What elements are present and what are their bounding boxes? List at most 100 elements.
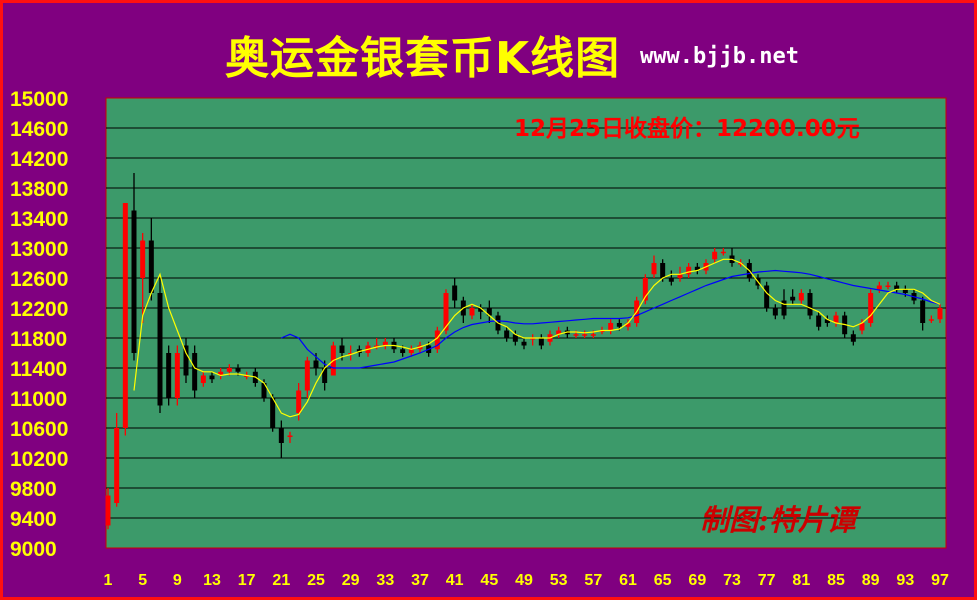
candle-body <box>824 319 830 323</box>
candle-body <box>434 330 440 350</box>
y-tick-label: 13400 <box>10 208 68 231</box>
signature: 制图:特片谭 <box>700 503 862 537</box>
candle-body <box>287 435 293 437</box>
x-tick-label: 77 <box>758 572 776 589</box>
x-tick-label: 5 <box>138 572 147 589</box>
candle-body <box>668 278 674 282</box>
candle-body <box>157 293 163 406</box>
x-tick-label: 9 <box>173 572 182 589</box>
candle-body <box>538 338 544 346</box>
candle-body <box>833 315 839 323</box>
candle-body <box>928 319 934 321</box>
x-tick-label: 93 <box>896 572 914 589</box>
x-tick-label: 53 <box>550 572 568 589</box>
x-tick-label: 49 <box>515 572 533 589</box>
x-tick-label: 57 <box>584 572 602 589</box>
x-tick-label: 25 <box>307 572 325 589</box>
site-url: www.bjjb.net <box>640 44 799 69</box>
candle-body <box>859 323 865 331</box>
candle-body <box>521 341 527 346</box>
candle-body <box>772 308 778 316</box>
candle-body <box>148 240 154 293</box>
candle-body <box>850 334 856 342</box>
candle-body <box>764 285 770 308</box>
x-axis-labels: 1 5 9 13 17 21 25 29 33 37 41 45 49 53 57 61 65 69 73 77 81 8… <box>104 572 949 589</box>
candle-body <box>261 383 267 398</box>
y-tick-label: 11400 <box>10 358 67 381</box>
candle-body <box>677 274 683 278</box>
candle-body <box>174 353 180 398</box>
x-tick-label: 73 <box>723 572 741 589</box>
y-tick-label: 14200 <box>10 148 68 171</box>
y-tick-label: 14600 <box>10 118 68 141</box>
candle-body <box>816 315 822 327</box>
x-tick-label: 85 <box>827 572 845 589</box>
candle-body <box>131 210 137 353</box>
x-tick-label: 61 <box>619 572 637 589</box>
x-tick-label: 81 <box>792 572 810 589</box>
candle-body <box>807 293 813 316</box>
y-tick-label: 12200 <box>10 298 68 321</box>
candle-body <box>868 293 874 323</box>
candle-body <box>244 375 250 377</box>
candle-body <box>651 263 657 275</box>
x-tick-label: 45 <box>480 572 498 589</box>
candle-body <box>443 293 449 331</box>
candle-body <box>712 251 718 260</box>
candle-body <box>296 390 302 413</box>
candle-body <box>876 285 882 290</box>
candle-body <box>322 368 328 383</box>
y-axis-labels: 9000 9400 9800 10200 10600 11000 11400 11800 122… <box>10 88 68 561</box>
candle-body <box>400 349 406 353</box>
y-tick-label: 10600 <box>10 418 68 441</box>
candle-body <box>374 345 380 347</box>
candle-body <box>885 285 891 287</box>
candle-body <box>512 334 518 342</box>
y-tick-label: 9800 <box>10 478 57 501</box>
candle-body <box>348 353 354 355</box>
candle-body <box>625 323 631 327</box>
candle-body <box>270 398 276 428</box>
candle-body <box>937 308 943 320</box>
candle-body <box>382 341 388 346</box>
ma-long-line <box>281 269 941 369</box>
y-tick-label: 10200 <box>10 448 68 471</box>
x-tick-label: 41 <box>446 572 464 589</box>
candle-body <box>599 330 605 332</box>
candle-body <box>478 308 484 312</box>
candle-body <box>183 345 189 376</box>
candle-body <box>452 285 458 301</box>
close-price-annotation: 12月25日收盘价：12200.00元 <box>514 115 860 142</box>
candle-body <box>140 240 146 278</box>
x-tick-label: 21 <box>272 572 290 589</box>
candle-body <box>209 375 215 380</box>
candle-body <box>235 368 241 372</box>
x-tick-label: 37 <box>411 572 429 589</box>
candle-body <box>781 300 787 316</box>
x-tick-label: 17 <box>238 572 256 589</box>
ma-short-line <box>133 258 941 418</box>
candle-body <box>278 428 284 443</box>
candle-body <box>582 334 588 336</box>
chart-title: 奥运金银套币K线图 <box>225 33 621 84</box>
candle-body <box>694 266 700 271</box>
y-tick-label: 9000 <box>10 538 57 561</box>
x-tick-label: 65 <box>654 572 672 589</box>
candle-body <box>720 251 726 254</box>
candle-body <box>166 353 172 398</box>
candles <box>105 173 943 530</box>
y-tick-label: 13000 <box>10 238 68 261</box>
moving-averages <box>133 258 941 418</box>
candle-body <box>616 323 622 327</box>
y-tick-label: 9400 <box>10 508 57 531</box>
x-tick-label: 1 <box>104 572 113 589</box>
candle-body <box>504 330 510 338</box>
x-tick-label: 33 <box>376 572 394 589</box>
candle-body <box>894 285 900 290</box>
y-tick-label: 15000 <box>10 88 68 111</box>
candle-body <box>408 349 414 353</box>
candle-body <box>304 360 310 391</box>
y-tick-label: 11000 <box>10 388 67 411</box>
candle-body <box>313 360 319 368</box>
